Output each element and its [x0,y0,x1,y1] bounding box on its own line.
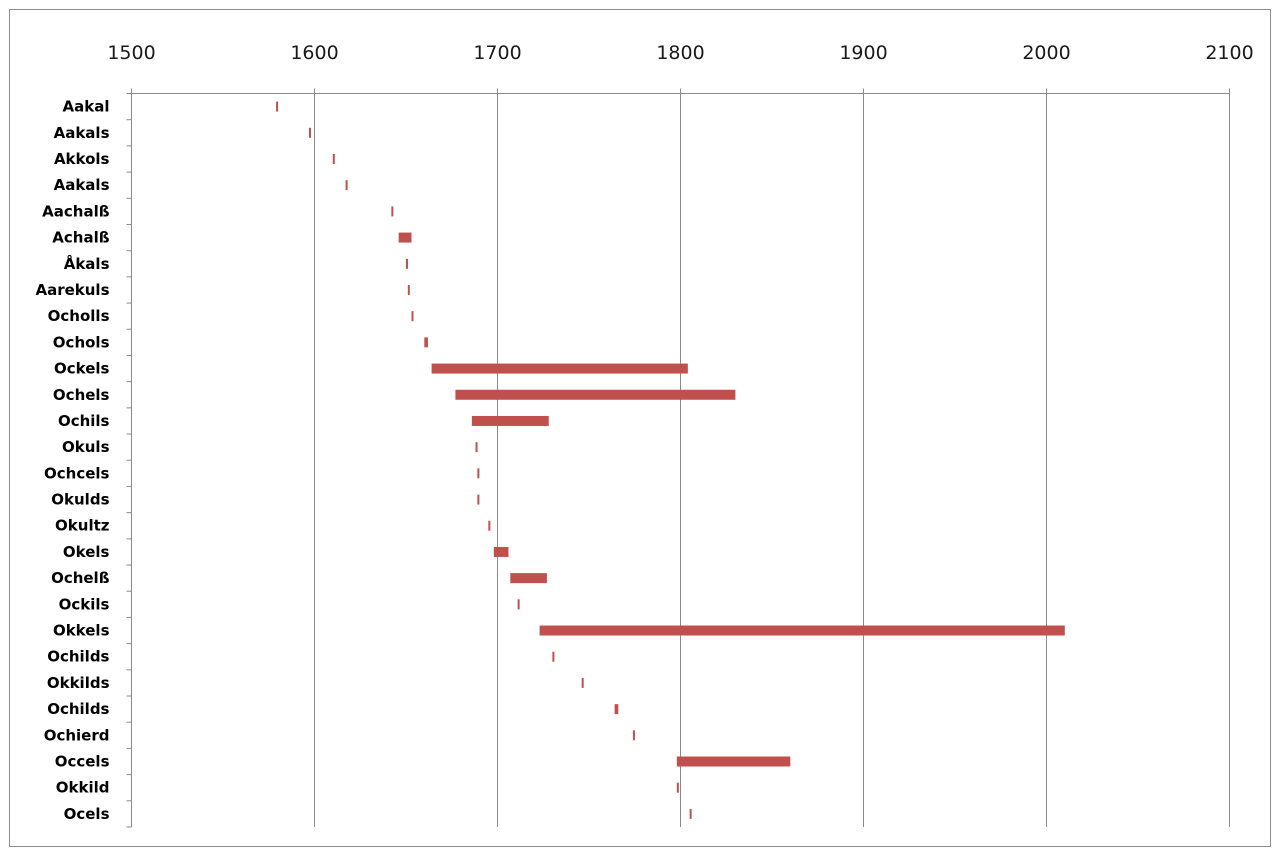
category-label: Ocels [64,805,110,823]
category-label: Ochelß [51,569,110,587]
category-label: Ockels [54,360,110,378]
bar-3 [332,153,335,164]
category-label: Ockils [59,595,110,613]
bar-12 [455,389,736,400]
bar-15 [477,468,480,479]
bar-16 [477,494,480,505]
x-axis: 1500 1600 1700 1800 1900 2000 2100 [107,42,1254,94]
bar-18 [493,546,509,557]
bar-11 [431,363,688,374]
category-label: Ochels [53,386,110,404]
x-tick-label: 1600 [290,42,338,64]
category-label: Occels [55,753,110,771]
category-label: Okkild [56,779,110,797]
bar-28 [689,808,692,819]
x-tick-label: 1700 [473,42,521,64]
bar-21 [539,625,1065,636]
bar-22 [552,651,555,662]
x-tick-label: 2000 [1022,42,1070,64]
category-label: Ocholls [48,307,110,325]
bar-23 [581,677,584,688]
x-tick-label: 2100 [1205,42,1253,64]
bars [276,101,1065,819]
chart-frame [9,9,1271,847]
bar-27 [676,782,679,793]
bar-26 [676,756,791,767]
category-label: Okkilds [47,674,110,692]
bar-17 [488,520,491,531]
category-label: Okkels [53,622,110,640]
bar-1 [276,101,279,112]
category-label: Aakals [54,176,110,194]
x-tick-label: 1900 [839,42,887,64]
x-tick-label: 1800 [656,42,704,64]
category-label: Ochilds [47,700,109,718]
category-label: Aakal [63,98,110,116]
bar-20 [517,599,520,610]
category-label: Aachalß [42,202,110,220]
bar-25 [632,730,635,741]
bar-7 [406,258,408,269]
category-label: Okulds [51,491,109,509]
bar-6 [398,232,412,243]
category-label: Akkols [54,150,110,168]
category-label: Aarekuls [35,281,109,299]
category-label: Ochilds [47,648,109,666]
category-label: Okels [63,543,110,561]
category-label: Ochierd [44,726,110,744]
bar-5 [391,206,394,217]
category-label: Achalß [52,229,109,247]
category-label: Ochols [53,333,110,351]
bar-14 [475,442,478,453]
grid-lines [314,93,1230,827]
category-label: Ochils [58,412,110,430]
bar-24 [614,704,619,715]
bar-9 [411,311,414,322]
category-label: Aakals [54,124,110,142]
bar-2 [309,127,312,138]
y-axis: Aakal Aakals Akkols Aakals Aachalß Achalß Åkal… [35,93,132,828]
bar-8 [407,284,410,295]
bar-19 [510,573,547,584]
bar-13 [471,415,549,426]
category-label: Ochcels [44,464,110,482]
category-label: Okultz [55,517,110,535]
category-label: Åkals [64,254,110,273]
category-label: Okuls [62,438,110,456]
x-tick-label: 1500 [107,42,155,64]
bar-10 [424,337,428,348]
bar-4 [345,180,348,191]
